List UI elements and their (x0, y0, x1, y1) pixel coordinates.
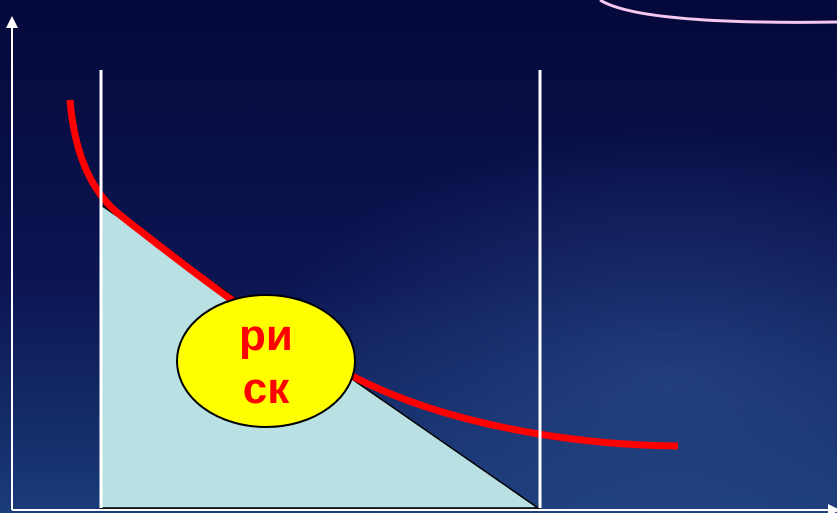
risk-label-line2: ск (243, 364, 290, 413)
risk-label-line1: ри (239, 311, 293, 360)
risk-label-bubble (176, 294, 356, 428)
corner-arc (599, 0, 837, 24)
